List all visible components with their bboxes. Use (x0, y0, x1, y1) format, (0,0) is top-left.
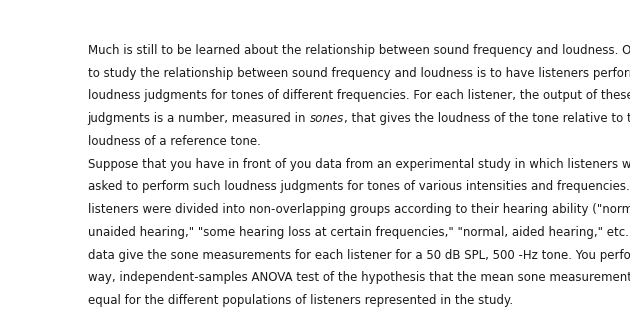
Text: loudness judgments for tones of different frequencies. For each listener, the ou: loudness judgments for tones of differen… (88, 90, 630, 102)
Text: , that gives the loudness of the tone relative to the: , that gives the loudness of the tone re… (344, 112, 630, 125)
Text: Much is still to be learned about the relationship between sound frequency and l: Much is still to be learned about the re… (88, 44, 630, 57)
Text: data give the sone measurements for each listener for a 50 dB SPL, 500 -Hz tone.: data give the sone measurements for each… (88, 248, 630, 262)
Text: to study the relationship between sound frequency and loudness is to have listen: to study the relationship between sound … (88, 67, 630, 80)
Text: listeners were divided into non-overlapping groups according to their hearing ab: listeners were divided into non-overlapp… (88, 203, 630, 216)
Text: loudness of a reference tone.: loudness of a reference tone. (88, 135, 260, 148)
Text: unaided hearing," "some hearing loss at certain frequencies," "normal, aided hea: unaided hearing," "some hearing loss at … (88, 226, 630, 239)
Text: equal for the different populations of listeners represented in the study.: equal for the different populations of l… (88, 294, 513, 307)
Text: sones: sones (310, 112, 344, 125)
Text: way, independent-samples ANOVA test of the hypothesis that the mean sone measure: way, independent-samples ANOVA test of t… (88, 271, 630, 284)
Text: judgments is a number, measured in: judgments is a number, measured in (88, 112, 310, 125)
Text: Suppose that you have in front of you data from an experimental study in which l: Suppose that you have in front of you da… (88, 158, 630, 171)
Text: asked to perform such loudness judgments for tones of various intensities and fr: asked to perform such loudness judgments… (88, 180, 630, 193)
